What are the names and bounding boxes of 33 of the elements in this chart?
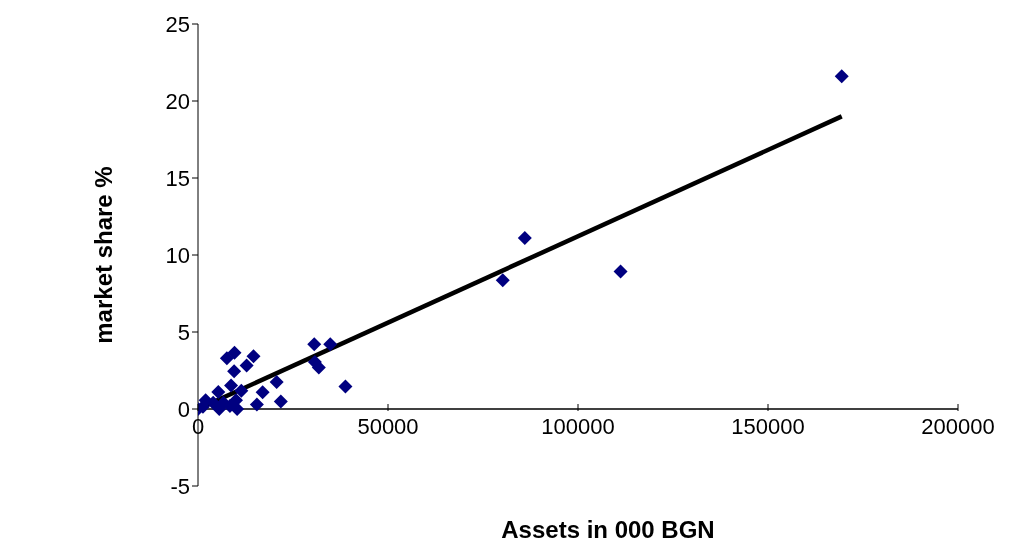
y-axis-title: market share % [89, 166, 117, 344]
point [224, 378, 239, 393]
y-tick-label: 15 [165, 165, 190, 191]
x-tick-label: 200000 [921, 414, 995, 439]
x-axis-title: Assets in 000 BGN [501, 516, 715, 543]
point [338, 379, 353, 394]
x-tick-label: 150000 [731, 414, 805, 439]
y-tick-label: 20 [165, 88, 190, 114]
point [234, 383, 249, 398]
y-tick-label: 5 [177, 319, 190, 345]
point [311, 360, 326, 375]
y-tick-label: 10 [165, 242, 190, 268]
y-tick-label: -5 [170, 473, 190, 499]
point [227, 364, 242, 379]
point [613, 264, 628, 279]
point [239, 358, 254, 373]
point [495, 273, 510, 288]
point [269, 375, 284, 390]
y-tick-label: 25 [165, 11, 190, 37]
point [206, 395, 221, 410]
point [211, 385, 226, 400]
point [273, 394, 288, 409]
point [517, 231, 532, 246]
y-tick-label: 0 [177, 396, 190, 422]
point [255, 385, 270, 400]
point [246, 349, 261, 364]
point [834, 69, 849, 84]
point [249, 397, 264, 412]
point [323, 337, 338, 352]
point [307, 337, 322, 352]
point [219, 351, 234, 366]
x-tick-label: 100000 [541, 414, 615, 439]
x-tick-label: 50000 [357, 414, 419, 439]
